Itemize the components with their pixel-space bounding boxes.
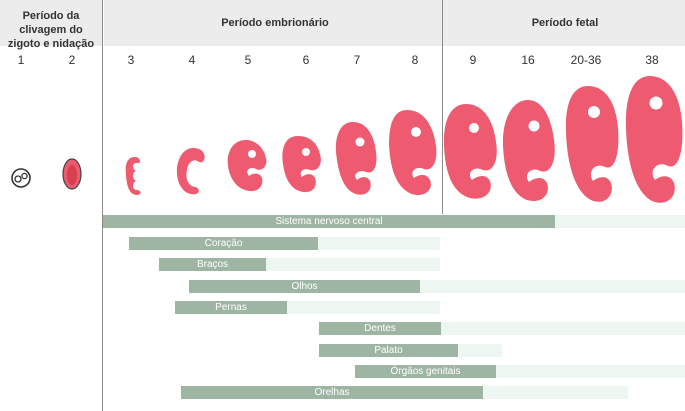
structure-track — [318, 237, 440, 250]
structure-bar — [159, 258, 266, 271]
structure-label: Braços — [196, 259, 229, 270]
structure-bar — [319, 322, 441, 335]
structure-bar — [319, 344, 458, 357]
structure-track — [458, 344, 502, 357]
embryo-week-7 — [335, 122, 377, 195]
structure-track — [483, 386, 628, 399]
structure-bar — [181, 386, 483, 399]
fetus-week-38 — [625, 76, 683, 203]
structure-track — [555, 215, 685, 228]
week-label: 1 — [17, 53, 25, 67]
structure-label: Órgãos genitais — [390, 366, 461, 377]
header-band-right — [104, 0, 685, 46]
week-label: 4 — [188, 53, 196, 67]
period-title-fetal: Período fetal — [531, 17, 599, 29]
structure-bar — [355, 365, 496, 378]
blastocyst-illustration — [62, 158, 82, 190]
structure-track — [266, 258, 440, 271]
header-band-left — [0, 0, 102, 46]
week-label: 5 — [244, 53, 252, 67]
embryo-week-8 — [389, 110, 437, 196]
structure-label: Palato — [374, 345, 403, 356]
structure-bar — [129, 237, 318, 250]
embryo-week-4 — [176, 148, 205, 195]
embryo-week-5 — [227, 140, 267, 192]
structure-label: Olhos — [291, 281, 318, 292]
week-label: 6 — [302, 53, 310, 67]
week-label: 2 — [68, 53, 76, 67]
structure-track — [420, 280, 685, 293]
structure-label: Sistema nervoso central — [275, 216, 383, 227]
structure-label: Orelhas — [314, 387, 350, 398]
week-label: 38 — [645, 53, 659, 67]
structure-bar — [189, 280, 420, 293]
embryo-week-6 — [282, 136, 321, 193]
period-title-embrionario: Período embrionário — [221, 17, 329, 29]
week-label: 7 — [353, 53, 361, 67]
week-label: 20-36 — [570, 53, 602, 67]
fetus-week-20-36 — [565, 86, 619, 202]
structure-track — [441, 322, 685, 335]
fetus-week-9 — [443, 104, 497, 199]
period-title-clivagem: Período da clivagem do zigoto e nidação — [7, 10, 95, 50]
divider-embryonic-start — [102, 0, 103, 411]
week-label: 16 — [521, 53, 535, 67]
structure-label: Pernas — [215, 302, 247, 313]
structure-track — [496, 365, 685, 378]
structure-bar — [103, 215, 555, 228]
zygote-illustration — [11, 168, 31, 188]
embryo-week-3 — [125, 157, 141, 195]
structure-bar — [175, 301, 287, 314]
structure-label: Dentes — [364, 323, 396, 334]
week-label: 9 — [469, 53, 477, 67]
structure-label: Coração — [204, 238, 243, 249]
fetus-week-16 — [502, 100, 555, 201]
week-label: 3 — [127, 53, 135, 67]
structure-track — [287, 301, 440, 314]
week-label: 8 — [411, 53, 419, 67]
divider-fetal-start — [442, 0, 443, 214]
embryo-illustrations — [11, 76, 683, 203]
